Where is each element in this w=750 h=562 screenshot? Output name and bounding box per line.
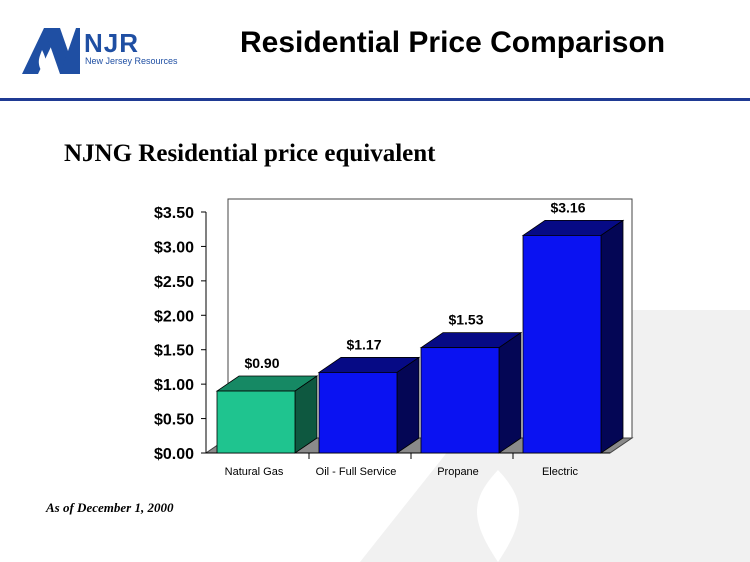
category-label: Electric	[542, 466, 579, 478]
slide-title: Residential Price Comparison	[240, 26, 666, 59]
bar	[318, 372, 398, 454]
data-label: $1.17	[346, 336, 381, 352]
y-tick-label: $2.00	[154, 308, 194, 325]
header-divider	[0, 98, 750, 101]
y-tick-label: $1.50	[154, 343, 194, 360]
bar	[522, 235, 602, 454]
bar	[420, 347, 500, 454]
bar	[216, 390, 296, 454]
y-tick-label: $1.00	[154, 377, 194, 394]
njr-logo-icon	[22, 28, 80, 74]
y-tick-label: $0.50	[154, 412, 194, 429]
data-label: $3.16	[550, 199, 585, 215]
footnote: As of December 1, 2000	[46, 500, 174, 515]
data-label: $1.53	[448, 312, 483, 328]
y-tick-label: $2.50	[154, 274, 194, 291]
y-tick-label: $3.00	[154, 239, 194, 256]
njr-logo: NJR New Jersey Resources	[18, 24, 218, 82]
category-label: Propane	[437, 466, 479, 478]
y-tick-label: $3.50	[154, 205, 194, 222]
logo-subtext: New Jersey Resources	[85, 56, 178, 66]
bar-side	[396, 356, 420, 454]
data-label: $0.90	[244, 355, 279, 371]
y-tick-label: $0.00	[154, 446, 194, 463]
bar-side	[600, 219, 624, 454]
category-label: Oil - Full Service	[316, 466, 397, 478]
bar-side	[498, 331, 522, 454]
category-label: Natural Gas	[225, 466, 284, 478]
logo-text: NJR	[84, 28, 140, 58]
chart-title: NJNG Residential price equivalent	[64, 140, 436, 167]
